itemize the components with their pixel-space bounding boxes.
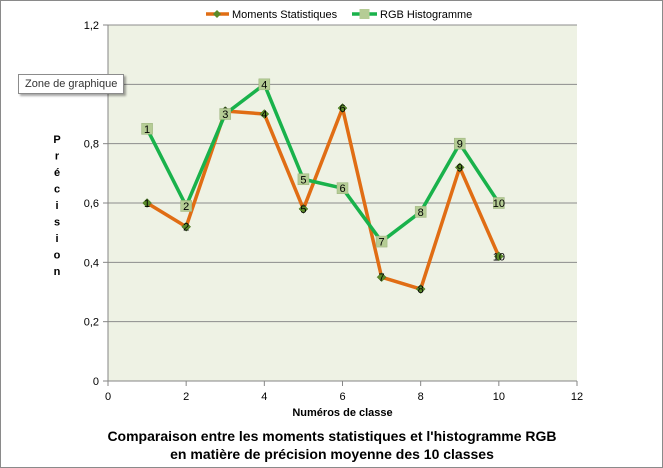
series-rgb-marker	[297, 173, 310, 186]
y-tick-label: 0,8	[84, 139, 99, 151]
x-tick-label: 0	[105, 391, 111, 403]
series-rgb-marker	[141, 123, 153, 135]
series-moments-point-label: 7	[379, 272, 385, 284]
x-tick-label: 10	[493, 391, 505, 403]
series-moments-marker	[415, 284, 426, 294]
series-rgb-point-label: 1	[144, 124, 150, 136]
series-moments-marker	[493, 251, 504, 262]
series-moments-line	[146, 106, 501, 291]
series-rgb-marker	[493, 197, 505, 209]
series-rgb-marker	[258, 78, 271, 91]
x-axis-title: Numéros de classe	[292, 407, 392, 419]
series-rgb-point-label: 7	[379, 237, 385, 249]
series-moments-marker	[376, 272, 387, 283]
series-rgb-line	[145, 82, 501, 244]
series-moments-point-label: 8	[418, 284, 424, 296]
series-rgb-point-label: 2	[183, 201, 189, 213]
series-rgb-marker	[454, 137, 466, 150]
series-moments-point-label: 5	[300, 204, 306, 216]
legend-marker-rgb	[359, 9, 370, 19]
y-tick-label: 0,6	[84, 198, 99, 210]
series-moments-point-label: 6	[339, 103, 345, 115]
series-rgb-point-label: 3	[222, 109, 228, 121]
series-moments-point-label: 4	[261, 109, 267, 121]
series-moments-marker	[181, 221, 192, 232]
legend-label-rgb: RGB Histogramme	[380, 9, 472, 21]
chart-title: Comparaison entre les moments statistiqu…	[107, 428, 556, 444]
series-rgb-point-label: 10	[493, 198, 505, 210]
series-moments-point-label: 1	[144, 198, 150, 210]
x-tick-label: 6	[339, 391, 345, 403]
series-rgb-point-label: 5	[300, 174, 306, 186]
series-rgb-marker	[219, 108, 231, 120]
chart-subtitle: en matière de précision moyenne des 10 c…	[170, 446, 494, 462]
y-tick-label: 0,4	[84, 257, 99, 269]
series-moments-point-label: 2	[183, 222, 189, 234]
series-moments-marker	[454, 162, 465, 173]
series-moments-marker	[142, 198, 152, 208]
series-moments-point-label: 9	[457, 162, 463, 174]
series-moments-point-label: 10	[493, 251, 505, 263]
series-rgb-marker	[414, 206, 427, 218]
series-rgb-point-label: 8	[418, 207, 424, 219]
series-rgb-point-label: 9	[457, 139, 463, 151]
y-tick-label: 1,2	[84, 20, 99, 32]
y-tick-label: 0	[93, 376, 99, 388]
legend-marker-moments	[213, 10, 221, 18]
legend-label-moments: Moments Statistiques	[232, 9, 338, 21]
series-rgb-marker	[180, 200, 192, 212]
series-moments-marker	[259, 109, 270, 119]
x-tick-label: 2	[183, 391, 189, 403]
series-rgb-point-label: 4	[261, 79, 267, 91]
x-tick-label: 8	[418, 391, 424, 403]
series-rgb-marker	[336, 182, 349, 194]
x-tick-label: 12	[571, 391, 583, 403]
chart-area-tooltip: Zone de graphique	[18, 74, 125, 94]
y-tick-label: 0,2	[84, 317, 99, 329]
series-moments-marker	[298, 204, 309, 214]
series-moments-marker	[337, 103, 348, 113]
x-tick-label: 4	[261, 391, 267, 403]
series-rgb-marker	[375, 235, 388, 248]
series-rgb-point-label: 6	[339, 183, 345, 195]
